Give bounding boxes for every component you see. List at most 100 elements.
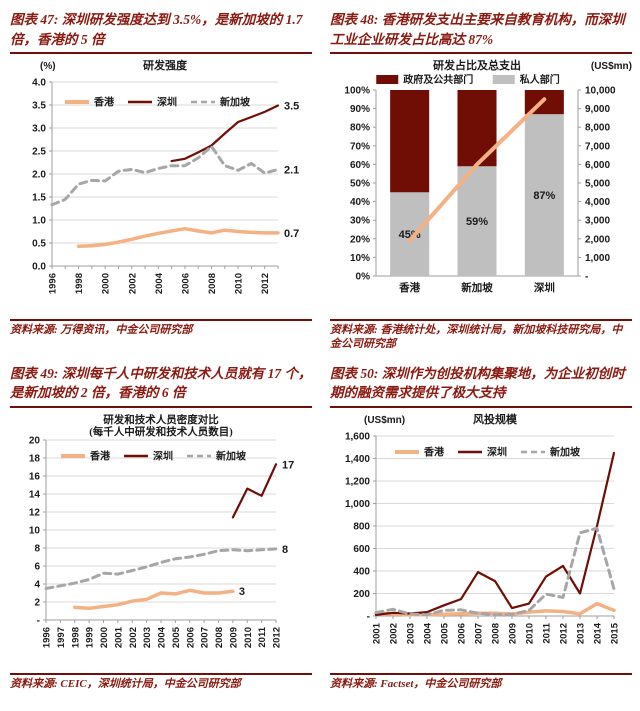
x-tick-label: 2000 — [99, 627, 110, 648]
x-tick-label: 2011 — [542, 622, 553, 643]
y-tick-label: 3.5 — [32, 101, 46, 112]
y-tick-label: 800 — [353, 521, 370, 532]
right-tick-label: 2,000 — [585, 234, 610, 245]
x-tick-label: 2014 — [593, 622, 604, 644]
right-tick-label: 8,000 — [585, 123, 610, 134]
figure-49-title-rule — [10, 405, 312, 408]
y-tick-label: 1,000 — [345, 499, 370, 510]
legend-label: 新加坡 — [220, 96, 251, 109]
x-tick-label: 2015 — [610, 622, 621, 644]
legend-swatch-私人部门 — [492, 75, 515, 85]
x-tick-label: 2003 — [406, 623, 417, 644]
left-tick-label: 30% — [350, 216, 370, 227]
x-tick-label: 2002 — [128, 627, 139, 648]
x-tick-label: 2009 — [508, 623, 519, 644]
left-tick-label: 70% — [350, 141, 370, 152]
x-tick-label: 1998 — [74, 273, 85, 294]
figure-49-title: 图表 49: 深圳每千人中研发和技术人员就有 17 个，是新加坡的 2 倍，香港… — [10, 365, 312, 401]
x-tick-label: 2004 — [154, 272, 165, 294]
y-tick-label: 0.5 — [32, 239, 46, 250]
series-line-香港 — [73, 588, 235, 610]
legend-label: 香港 — [94, 96, 115, 109]
x-tick-label: 2006 — [180, 273, 191, 294]
y-tick-label: 200 — [353, 589, 370, 600]
bar-percent-label: 59% — [466, 216, 488, 228]
legend-swatch-政府及公共部门 — [376, 75, 399, 85]
left-tick-label: 100% — [344, 86, 370, 97]
x-tick-label: 2010 — [234, 273, 245, 294]
right-tick-label: 1,000 — [585, 253, 610, 264]
series-line-深圳 — [231, 463, 278, 519]
figure-48-title: 图表 48: 香港研发支出主要来自教育机构，而深圳工业企业研发占比高达 87% — [330, 12, 625, 47]
x-tick-label: 1999 — [85, 627, 96, 648]
x-tick-label: 2005 — [440, 622, 451, 644]
x-tick-label: 2001 — [372, 622, 383, 644]
series-end-label: 3 — [239, 586, 245, 598]
chart-title: 研发强度 — [143, 58, 188, 72]
category-label: 香港 — [398, 281, 420, 294]
series-end-label: 0.7 — [284, 228, 299, 240]
x-tick-label: 2007 — [200, 627, 211, 648]
legend-label: 新加坡 — [216, 449, 247, 462]
y-tick-label: 1,600 — [345, 431, 370, 442]
y-tick-label: 4 — [34, 579, 40, 590]
rd-intensity-line-chart: 0.0 0.5 1.0 1.5 2.0 2.5 3.0 3.5 4.0 1996 1998 2000 2… — [32, 58, 299, 294]
figure-50-source-rule — [330, 672, 632, 675]
x-tick-label: 1998 — [70, 627, 81, 648]
report-chart-grid: 图表 47: 深圳研发强度达到 3.5%，是新加坡的 1.7 倍，香港的 5 倍… — [10, 8, 632, 695]
axis-unit-label: (%) — [40, 61, 56, 72]
figure-50-panel: 图表 50: 深圳作为创投机构集聚地，为企业初创时期的融资需求提供了极大支持 -… — [330, 362, 632, 695]
right-tick-label: 7,000 — [585, 141, 610, 152]
x-tick-label: 2012 — [272, 627, 283, 648]
bar-percent-label: 87% — [533, 190, 555, 202]
x-tick-label: 2008 — [207, 273, 218, 294]
figure-47-title-rule — [10, 52, 312, 55]
series-line-深圳 — [374, 451, 616, 616]
left-tick-label: 20% — [350, 234, 370, 245]
x-tick-label: 2010 — [525, 623, 536, 644]
bar-private-新加坡 — [457, 166, 497, 277]
series-line-香港 — [76, 227, 280, 249]
x-tick-label: 2013 — [576, 623, 587, 644]
figure-48-title-rule — [330, 52, 632, 55]
legend-label: 私人部门 — [519, 73, 560, 86]
y-tick-label: 16 — [29, 471, 41, 482]
figure-49-source-rule — [10, 672, 312, 675]
x-tick-label: 1997 — [56, 627, 67, 648]
figure-48-panel: 图表 48: 香港研发支出主要来自教育机构，而深圳工业企业研发占比高达 87% … — [330, 8, 632, 356]
y-tick-label: 0.0 — [32, 262, 46, 273]
category-label: 深圳 — [534, 281, 555, 294]
chart-title: 研发和技术人员密度对比 — [103, 413, 219, 426]
figure-49-panel: 图表 49: 深圳每千人中研发和技术人员就有 17 个，是新加坡的 2 倍，香港… — [10, 362, 312, 695]
bar-government-新加坡 — [457, 90, 497, 167]
left-tick-label: 60% — [350, 160, 370, 171]
legend-label: 香港 — [90, 449, 111, 462]
legend-label: 香港 — [424, 445, 445, 458]
chart-title: 风投规模 — [473, 412, 518, 426]
category-label: 新加坡 — [461, 281, 493, 294]
y-tick-label: 1.0 — [32, 216, 46, 227]
axis-unit-label: (US$mn) — [364, 415, 405, 426]
left-tick-label: 40% — [350, 197, 370, 208]
y-tick-label: 2.5 — [32, 147, 46, 158]
y-tick-label: 2.0 — [32, 170, 46, 181]
x-tick-label: 2011 — [257, 626, 268, 647]
x-tick-label: 2001 — [113, 626, 124, 648]
x-tick-label: 2009 — [228, 627, 239, 648]
figure-48-source: 资料来源: 香港统计处，深圳统计局，新加坡科技研究局，中金公司研究部 — [330, 324, 623, 351]
figure-50-source: 资料来源: Factset，中金公司研究部 — [330, 677, 502, 690]
x-tick-label: 2002 — [389, 623, 400, 644]
y-tick-label: 14 — [29, 489, 41, 500]
legend-label: 政府及公共部门 — [403, 73, 473, 86]
total-spending-line — [407, 97, 547, 243]
left-tick-label: 90% — [350, 104, 370, 115]
legend-label: 深圳 — [157, 96, 177, 109]
right-tick-label: 6,000 — [585, 160, 610, 171]
series-end-label: 3.5 — [284, 101, 299, 113]
x-tick-label: 2006 — [457, 623, 468, 644]
legend-label: 深圳 — [153, 449, 173, 462]
x-tick-label: 2012 — [559, 623, 570, 644]
y-tick-label: 18 — [29, 453, 41, 464]
figure-47-title: 图表 47: 深圳研发强度达到 3.5%，是新加坡的 1.7 倍，香港的 5 倍 — [10, 12, 303, 47]
